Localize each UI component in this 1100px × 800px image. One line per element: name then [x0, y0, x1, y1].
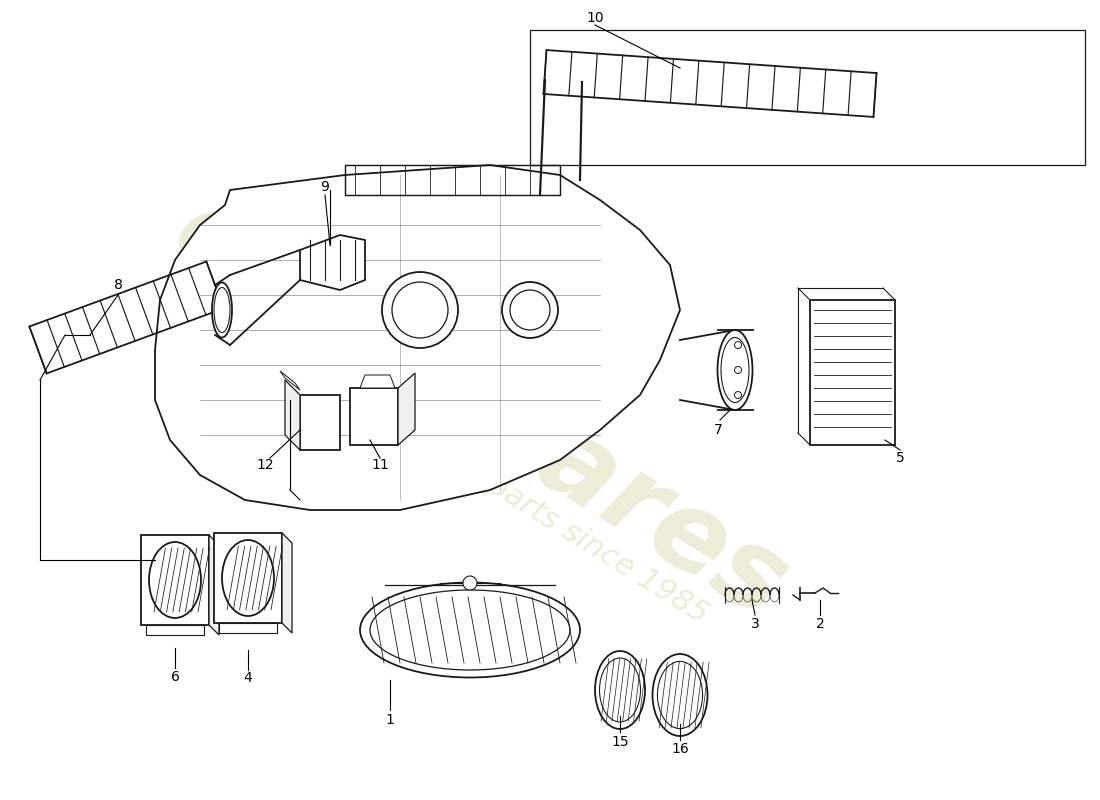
- Polygon shape: [810, 300, 895, 445]
- Text: a passion for parts since 1985: a passion for parts since 1985: [307, 361, 713, 630]
- Polygon shape: [300, 395, 340, 450]
- Ellipse shape: [595, 651, 645, 729]
- Text: 7: 7: [714, 423, 723, 437]
- Ellipse shape: [212, 282, 232, 338]
- Ellipse shape: [148, 542, 201, 618]
- Text: eurospares: eurospares: [154, 178, 806, 642]
- Polygon shape: [146, 625, 204, 635]
- Text: 2: 2: [815, 617, 824, 631]
- Text: 1: 1: [386, 713, 395, 727]
- Polygon shape: [282, 533, 292, 633]
- Polygon shape: [209, 535, 219, 635]
- Ellipse shape: [652, 654, 707, 736]
- Polygon shape: [360, 375, 395, 388]
- Circle shape: [502, 282, 558, 338]
- Ellipse shape: [717, 330, 752, 410]
- Text: 6: 6: [170, 670, 179, 684]
- Polygon shape: [219, 623, 277, 633]
- Polygon shape: [214, 533, 282, 623]
- Polygon shape: [398, 373, 415, 445]
- Circle shape: [463, 576, 477, 590]
- Text: 9: 9: [320, 180, 329, 194]
- Polygon shape: [300, 235, 365, 290]
- Ellipse shape: [222, 540, 274, 616]
- Text: 12: 12: [256, 458, 274, 472]
- Text: 11: 11: [371, 458, 389, 472]
- Polygon shape: [285, 380, 300, 450]
- Text: 5: 5: [895, 451, 904, 465]
- Text: 15: 15: [612, 735, 629, 749]
- Polygon shape: [350, 388, 398, 445]
- Text: 3: 3: [750, 617, 759, 631]
- Text: 16: 16: [671, 742, 689, 756]
- Text: 4: 4: [243, 671, 252, 685]
- Polygon shape: [155, 165, 680, 510]
- Text: 8: 8: [113, 278, 122, 292]
- Ellipse shape: [360, 582, 580, 678]
- Circle shape: [382, 272, 458, 348]
- Polygon shape: [141, 535, 209, 625]
- Polygon shape: [280, 371, 300, 390]
- Text: 10: 10: [586, 11, 604, 25]
